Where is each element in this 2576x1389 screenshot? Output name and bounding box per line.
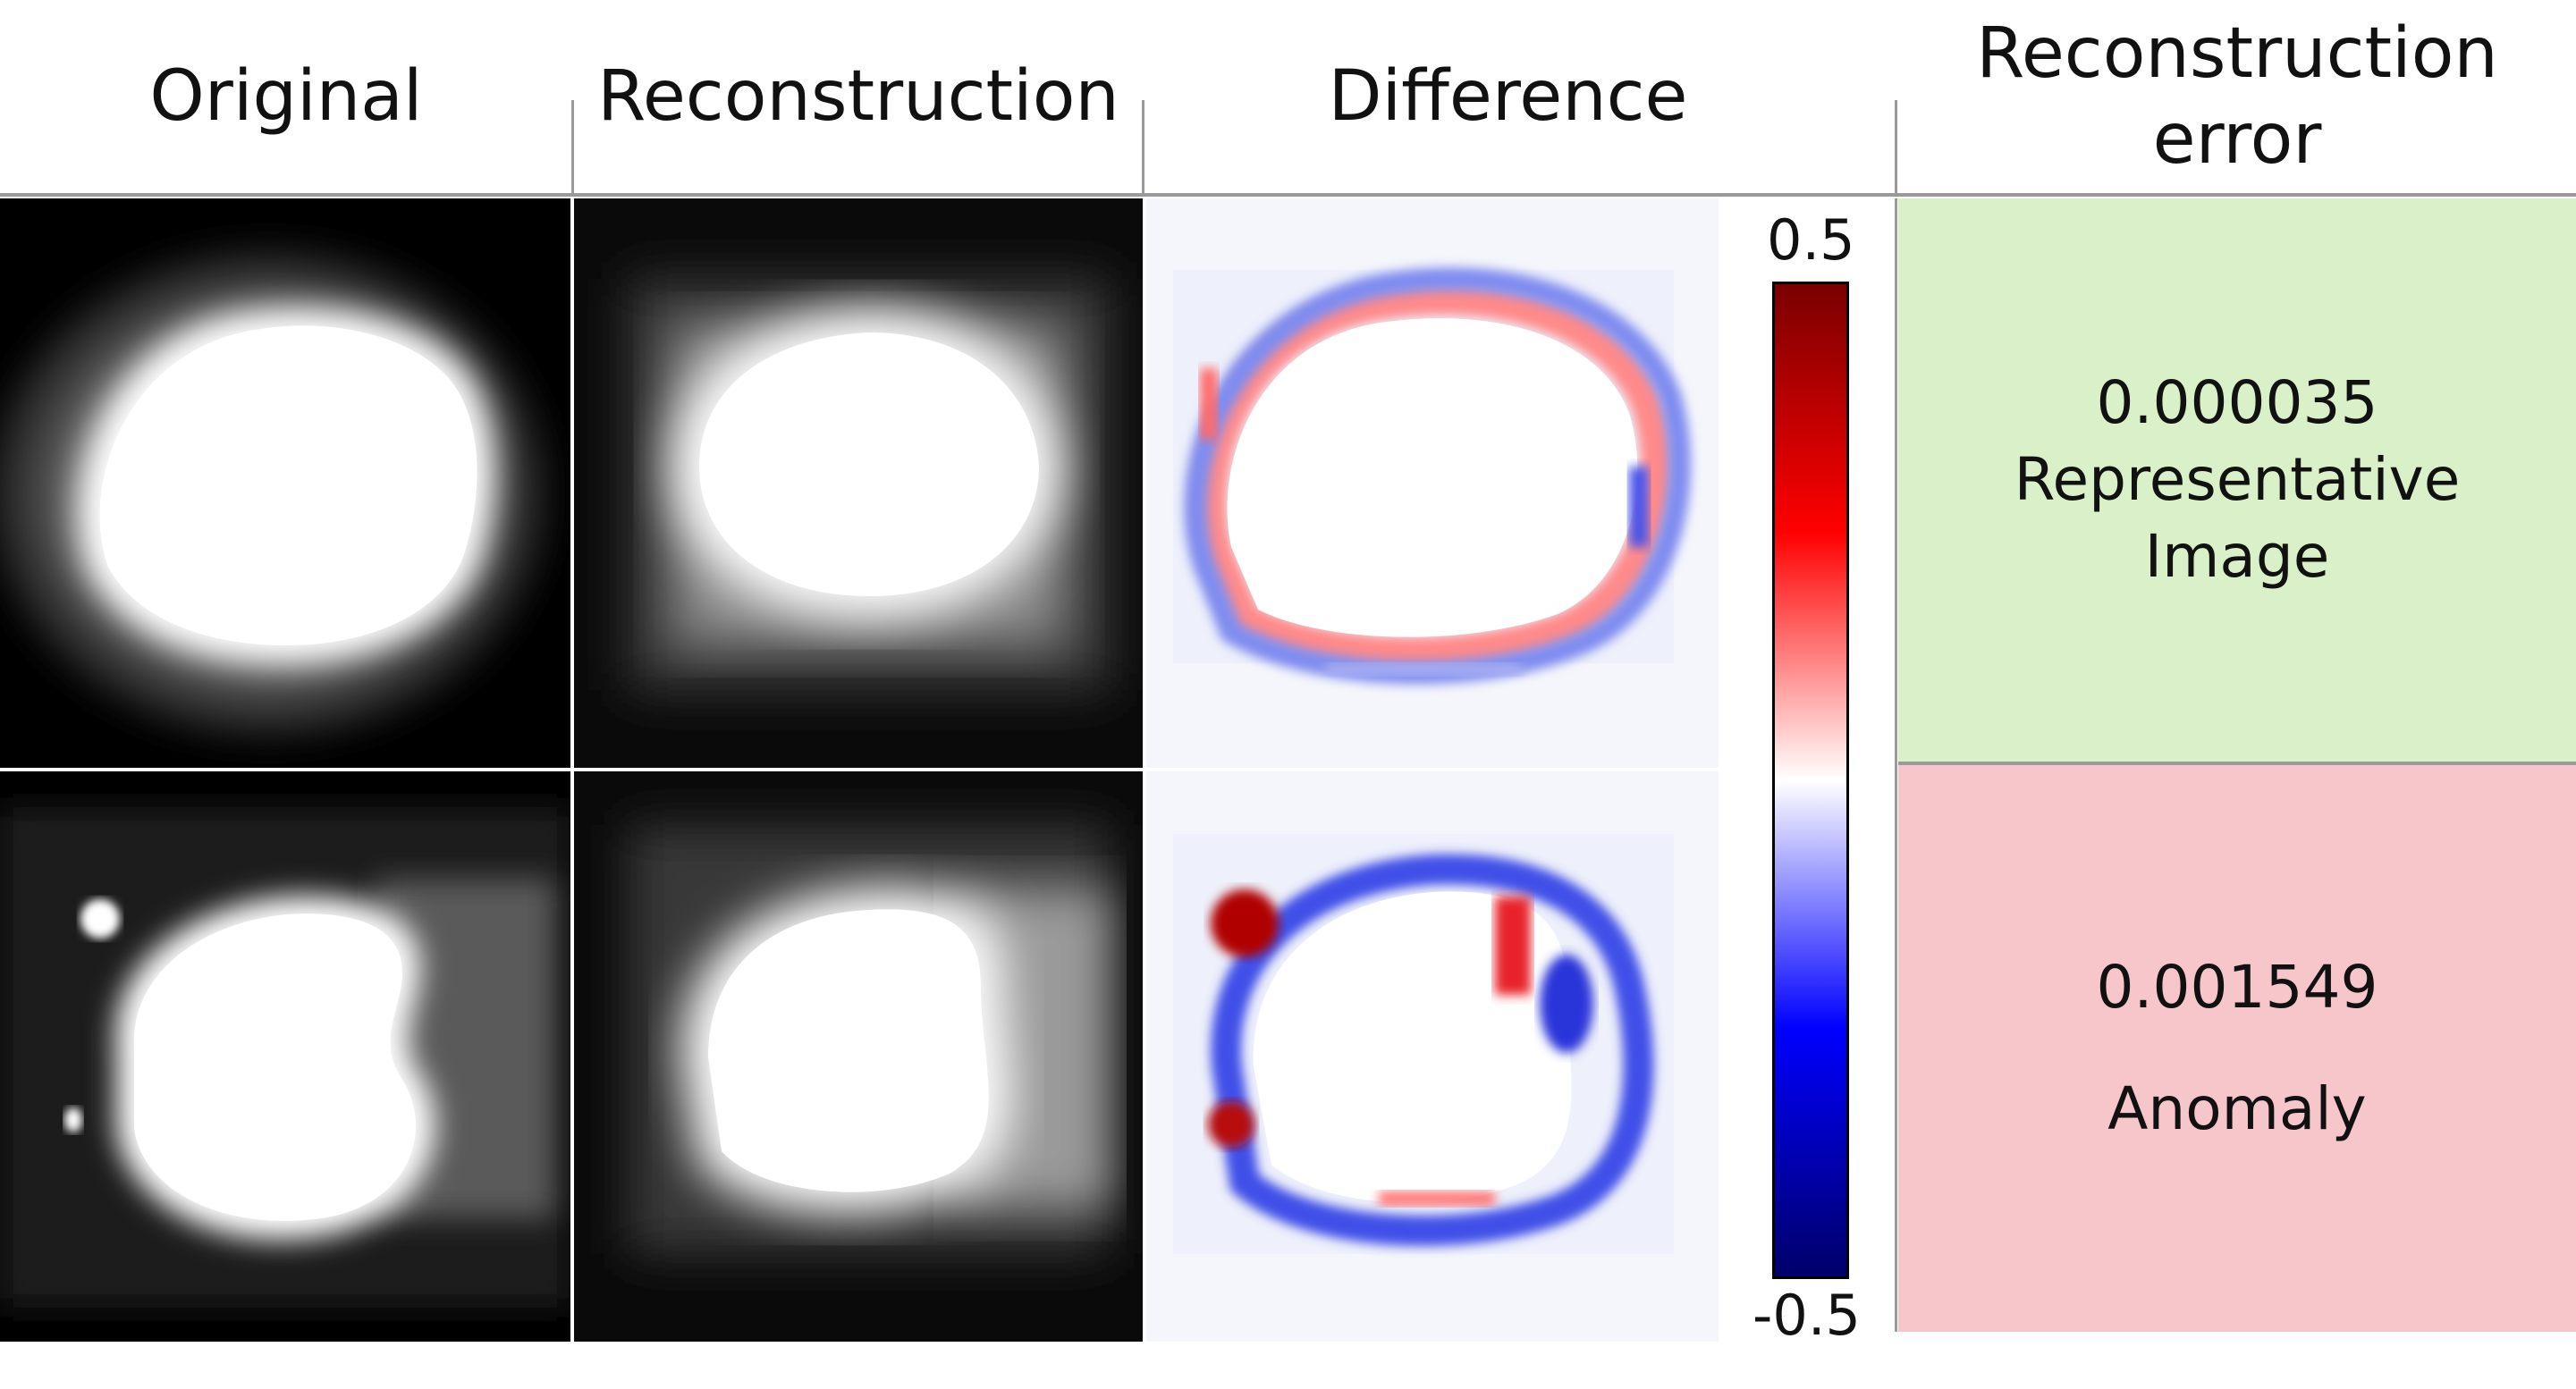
colorbar: [1772, 282, 1849, 1279]
original-image-row1: [0, 198, 570, 768]
error-value-row1: 0.000035: [2096, 368, 2378, 437]
header-difference: Difference: [1144, 0, 1871, 192]
reconstruction-image-row2: [574, 771, 1143, 1342]
difference-map-row1: [1146, 198, 1719, 768]
difference-map-row2: [1146, 771, 1719, 1342]
header-error-line1: Reconstruction: [1976, 13, 2498, 94]
header-difference-label: Difference: [1328, 55, 1688, 137]
header-divider: [571, 100, 574, 193]
colorbar-max-label: 0.5: [1767, 207, 1855, 273]
colorbar-min-label: -0.5: [1753, 1283, 1861, 1348]
error-box-row1: 0.000035 Representative Image: [1898, 198, 2576, 762]
header-original-label: Original: [149, 55, 423, 137]
reconstruction-image-row1: [574, 198, 1143, 768]
verdict-row1-line1: Representative: [2014, 445, 2461, 514]
error-column-left-border: [1895, 198, 1897, 1332]
error-value-row2: 0.001549: [2096, 953, 2378, 1022]
header-reconstruction: Reconstruction: [574, 0, 1143, 192]
header-error-line2: error: [2152, 98, 2322, 180]
header-divider: [1895, 100, 1897, 193]
error-box-divider: [1898, 762, 2576, 765]
verdict-row1-line2: Image: [2144, 522, 2330, 591]
header-rule: [0, 193, 2576, 197]
tile-separator: [0, 768, 1719, 771]
error-box-row2: 0.001549 Anomaly: [1898, 765, 2576, 1332]
header-divider: [1142, 100, 1144, 193]
header-reconstruction-label: Reconstruction: [597, 55, 1119, 137]
verdict-row2-line1: Anomaly: [2107, 1074, 2367, 1143]
header-reconstruction-error: Reconstruction error: [1898, 0, 2576, 192]
original-image-row2: [0, 771, 570, 1342]
header-original: Original: [0, 0, 572, 192]
